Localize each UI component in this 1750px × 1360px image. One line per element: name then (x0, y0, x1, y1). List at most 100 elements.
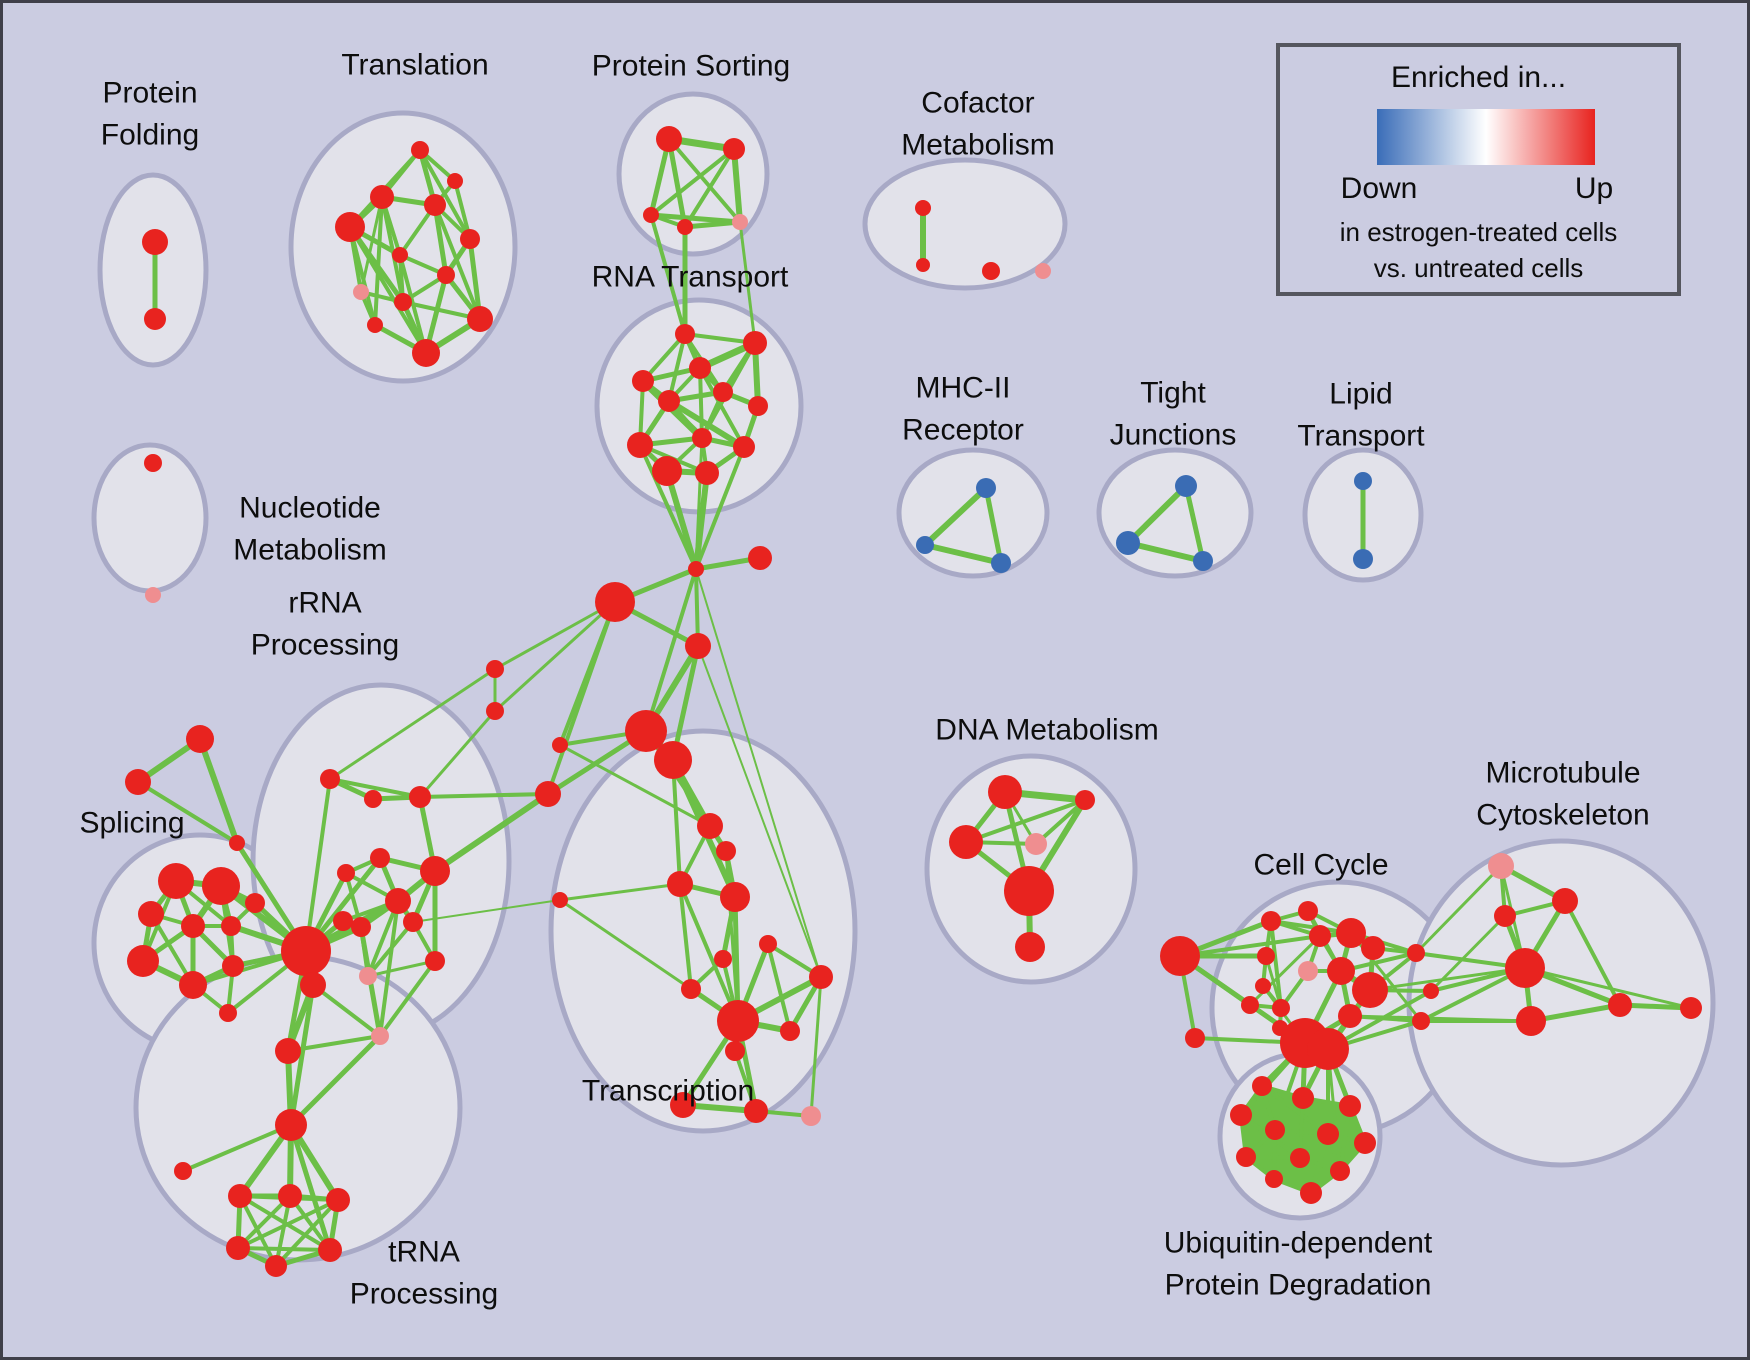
cluster-label-tight-junctions-line2: Junctions (1110, 419, 1237, 452)
gene-set-node-132-red (1407, 944, 1425, 962)
edge (181, 1123, 293, 1173)
gene-set-node-126-red (1241, 996, 1259, 1014)
edge (1264, 954, 1283, 1010)
edge (648, 136, 672, 218)
cluster-label-dna-metabolism-line1: DNA Metabolism (935, 714, 1158, 747)
cluster-ellipse-mhc-ii-receptor (896, 447, 1050, 579)
edge (1414, 864, 1503, 955)
edge (236, 1194, 292, 1250)
gene-set-node-116-red (1261, 911, 1281, 931)
edge (288, 982, 316, 1128)
cluster-label-mhc-ii-receptor-line2: Receptor (902, 414, 1024, 447)
cluster-ellipse-protein-sorting (616, 91, 770, 257)
edge (698, 366, 746, 449)
gene-set-node-47-red (179, 971, 207, 999)
network-canvas: Protein Folding Translation Protein Sorting… (79, 49, 1716, 1311)
gene-set-node-21-red (743, 331, 767, 355)
cluster-label-rrna-processing-line2: Processing (251, 629, 399, 662)
gene-set-node-149-red (1236, 1147, 1256, 1167)
gene-set-node-73-red (174, 1162, 192, 1180)
edge (236, 1246, 332, 1252)
edge (678, 882, 693, 991)
gene-set-node-114-red (1160, 936, 1200, 976)
gene-set-node-5-red (335, 212, 365, 242)
edge (432, 202, 449, 278)
edge (694, 436, 704, 571)
gene-set-node-108-red (988, 775, 1022, 809)
gene-set-node-75-red (278, 1184, 302, 1208)
gene-set-node-88-red (780, 1021, 800, 1041)
gene-set-node-125-red (1352, 972, 1388, 1008)
cluster-label-protein-folding-line1: Protein (102, 77, 197, 110)
edge (731, 146, 743, 225)
cluster-label-nucleotide-metabolism-line1: Nucleotide (239, 492, 381, 525)
cluster-label-translation-line1: Translation (341, 49, 488, 82)
gene-set-node-95-red (916, 258, 930, 272)
edge (1429, 914, 1507, 993)
gene-set-node-9-pink (353, 284, 369, 300)
gene-set-node-109-red (1075, 790, 1095, 810)
edge (432, 791, 551, 874)
edge (274, 1198, 340, 1268)
gene-set-node-4-red (424, 194, 446, 216)
gene-set-node-79-red (318, 1238, 342, 1262)
cluster-label-splicing-line1: Splicing (79, 807, 184, 840)
gene-set-node-86-red (681, 979, 701, 999)
legend-subtitle-line1: in estrogen-treated cells (1339, 217, 1618, 247)
gene-set-node-2-red (411, 141, 429, 159)
edge (378, 959, 437, 1038)
gene-set-node-150-red (1290, 1148, 1310, 1168)
nodes-layer (125, 126, 1702, 1277)
cluster-label-microtubule-cytoskeleton-line1: Microtubule (1485, 757, 1640, 790)
gene-set-node-43-red (138, 901, 164, 927)
gene-set-node-143-red (1292, 1087, 1314, 1109)
gene-set-node-10-red (394, 293, 412, 311)
gene-set-node-46-red (127, 945, 159, 977)
edge (558, 882, 682, 902)
gene-set-node-29-red (733, 436, 755, 458)
edge (493, 600, 617, 671)
legend-down-label: Down (1340, 172, 1418, 205)
edge (401, 300, 482, 321)
edge (666, 136, 688, 230)
gene-set-node-121-pink (1298, 961, 1318, 981)
edge (366, 899, 400, 978)
edge (348, 225, 377, 327)
edge (695, 568, 822, 978)
gene-set-node-80-red (697, 813, 723, 839)
edge (1368, 966, 1527, 992)
labels-layer: Protein Folding Translation Protein Sorting… (79, 49, 1649, 1311)
gene-set-node-74-red (228, 1184, 252, 1208)
gene-set-node-122-red (1257, 947, 1275, 965)
gene-set-node-78-red (265, 1255, 287, 1277)
gene-set-node-85-red (714, 950, 732, 968)
gene-set-node-63-pink (359, 967, 377, 985)
gene-set-node-40-red (229, 835, 245, 851)
cluster-label-trna-processing-line2: Processing (350, 1278, 498, 1311)
gene-set-node-136-red (1552, 888, 1578, 914)
edge (922, 485, 989, 548)
cluster-label-nucleotide-metabolism-line2: Metabolism (233, 534, 386, 567)
edge (809, 975, 823, 1118)
gene-set-node-115-red (1185, 1028, 1205, 1048)
gene-set-node-111-pink (1025, 833, 1047, 855)
gene-set-node-3-red (370, 185, 394, 209)
gene-set-node-45-red (221, 916, 241, 936)
gene-set-node-49-red (245, 893, 265, 913)
cluster-label-cofactor-metabolism-line1: Cofactor (921, 87, 1034, 120)
edge (136, 780, 239, 845)
gene-set-node-94-red (915, 200, 931, 216)
gene-set-node-64-red (425, 951, 445, 971)
gene-set-node-130-red (1307, 1028, 1349, 1070)
gene-set-node-18-red (677, 219, 693, 235)
gene-set-node-113-red (1015, 932, 1045, 962)
edge (558, 743, 712, 828)
gene-set-node-87-red (717, 1000, 759, 1042)
gene-set-node-141-red (1680, 997, 1702, 1019)
edge (328, 667, 497, 781)
edge (288, 1033, 383, 1128)
gene-set-node-42-red (202, 867, 240, 905)
gene-set-node-119-red (1336, 918, 1366, 948)
gene-set-node-84-red (759, 935, 777, 953)
edge (418, 792, 550, 799)
